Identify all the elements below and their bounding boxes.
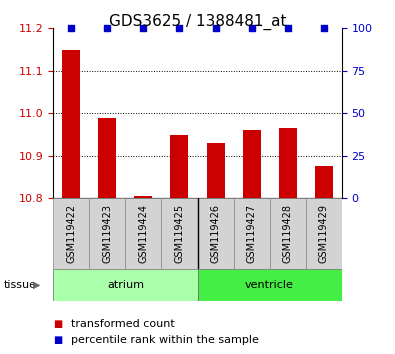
Point [248, 25, 255, 31]
Point [213, 25, 219, 31]
Bar [62, 50, 80, 198]
Bar [53, 269, 198, 301]
Text: ■: ■ [53, 319, 62, 329]
Point [140, 25, 147, 31]
Bar [53, 198, 89, 269]
Bar [270, 198, 306, 269]
Text: percentile rank within the sample: percentile rank within the sample [71, 335, 259, 345]
Text: ventricle: ventricle [245, 280, 294, 290]
Bar [98, 118, 117, 198]
Bar [233, 198, 270, 269]
Bar [171, 135, 188, 198]
Point [104, 25, 111, 31]
Bar [198, 198, 233, 269]
Text: GSM119426: GSM119426 [211, 204, 220, 263]
Point [320, 25, 327, 31]
Text: ▶: ▶ [33, 280, 40, 290]
Point [176, 25, 182, 31]
Bar [207, 143, 224, 198]
Bar [243, 130, 261, 198]
Text: GSM119427: GSM119427 [246, 204, 257, 263]
Text: GSM119424: GSM119424 [138, 204, 149, 263]
Bar [315, 166, 333, 198]
Point [284, 25, 291, 31]
Bar [306, 198, 342, 269]
Bar [126, 198, 162, 269]
Text: tissue: tissue [4, 280, 37, 290]
Text: transformed count: transformed count [71, 319, 175, 329]
Bar [198, 269, 342, 301]
Text: ■: ■ [53, 335, 62, 345]
Bar [134, 196, 152, 198]
Text: GSM119423: GSM119423 [102, 204, 113, 263]
Text: GSM119428: GSM119428 [282, 204, 293, 263]
Bar [89, 198, 126, 269]
Text: GSM119422: GSM119422 [66, 204, 76, 263]
Bar [162, 198, 198, 269]
Text: atrium: atrium [107, 280, 144, 290]
Text: GDS3625 / 1388481_at: GDS3625 / 1388481_at [109, 14, 286, 30]
Bar [278, 128, 297, 198]
Text: GSM119429: GSM119429 [319, 204, 329, 263]
Text: GSM119425: GSM119425 [175, 204, 184, 263]
Point [68, 25, 75, 31]
